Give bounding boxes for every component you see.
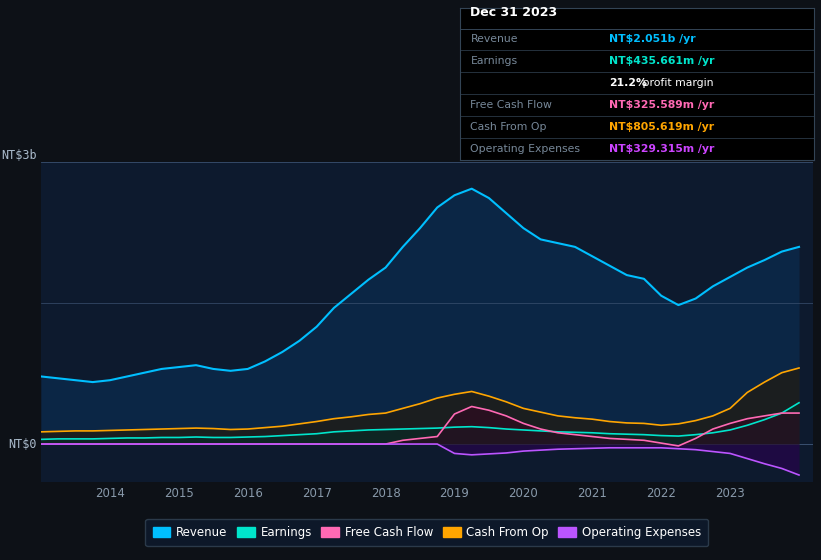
Text: NT$805.619m /yr: NT$805.619m /yr bbox=[608, 122, 713, 132]
Text: Free Cash Flow: Free Cash Flow bbox=[470, 100, 553, 110]
Text: profit margin: profit margin bbox=[639, 78, 713, 88]
Text: NT$435.661m /yr: NT$435.661m /yr bbox=[608, 57, 714, 66]
Text: Revenue: Revenue bbox=[470, 35, 518, 44]
Text: NT$3b: NT$3b bbox=[2, 150, 37, 162]
Text: Operating Expenses: Operating Expenses bbox=[470, 144, 580, 153]
Text: NT$2.051b /yr: NT$2.051b /yr bbox=[608, 35, 695, 44]
Text: NT$325.589m /yr: NT$325.589m /yr bbox=[608, 100, 714, 110]
Text: NT$329.315m /yr: NT$329.315m /yr bbox=[608, 144, 714, 153]
Text: Cash From Op: Cash From Op bbox=[470, 122, 547, 132]
Legend: Revenue, Earnings, Free Cash Flow, Cash From Op, Operating Expenses: Revenue, Earnings, Free Cash Flow, Cash … bbox=[145, 519, 709, 546]
Text: Dec 31 2023: Dec 31 2023 bbox=[470, 6, 557, 19]
Text: 21.2%: 21.2% bbox=[608, 78, 647, 88]
Text: NT$0: NT$0 bbox=[9, 437, 37, 451]
Text: Earnings: Earnings bbox=[470, 57, 517, 66]
